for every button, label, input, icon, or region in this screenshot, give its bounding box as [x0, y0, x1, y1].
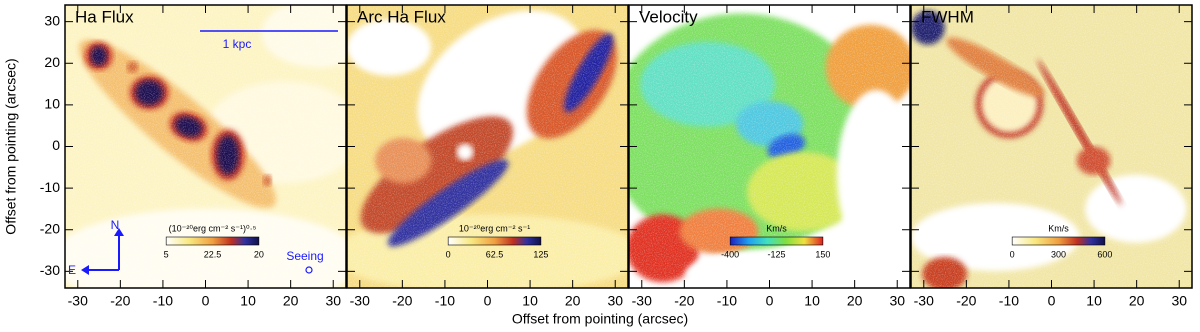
colorbar-tick-label: 22.5	[204, 249, 222, 259]
x-tick-label: -30	[632, 293, 652, 309]
colorbar-tick-label: 300	[1051, 249, 1066, 259]
y-tick-label: -10	[40, 179, 60, 195]
annotation: Seeing	[286, 249, 323, 263]
x-tick-label: 0	[766, 293, 774, 309]
panel-title: Velocity	[639, 7, 698, 26]
map	[911, 5, 1192, 288]
x-tick-label: 20	[283, 293, 299, 309]
colorbar-label: 10⁻²⁰erg cm⁻² s⁻¹	[459, 223, 530, 233]
x-tick-label: 0	[1048, 293, 1056, 309]
x-tick-label: 30	[889, 293, 905, 309]
x-tick-label: 0	[484, 293, 492, 309]
colorbar-tick-label: 0	[1010, 249, 1015, 259]
colorbar-label: Km/s	[1048, 223, 1069, 233]
colorbar	[447, 236, 542, 246]
x-tick-label: 10	[522, 293, 538, 309]
y-tick-label: -30	[40, 262, 60, 278]
colorbar-tick-label: 5	[164, 249, 169, 259]
colorbar	[729, 236, 824, 246]
arrow-head	[81, 265, 89, 275]
y-axis-label: Offset from pointing (arcsec)	[3, 58, 19, 234]
x-axis-label: Offset from pointing (arcsec)	[512, 311, 688, 327]
annotation: E	[68, 263, 76, 277]
speckle	[629, 5, 910, 288]
y-tick-label: -20	[40, 220, 60, 236]
x-tick-label: -30	[350, 293, 370, 309]
x-tick-label: -10	[153, 293, 173, 309]
y-tick-label: 20	[44, 54, 60, 70]
panel-title: Arc Ha Flux	[357, 7, 446, 26]
colorbar-label: Km/s	[766, 223, 787, 233]
x-tick-label: -30	[914, 293, 934, 309]
x-tick-label: -10	[435, 293, 455, 309]
arrow-head	[114, 228, 124, 236]
speckle	[347, 5, 628, 288]
panel-title: Ha Flux	[75, 7, 134, 26]
seeing-beam	[305, 266, 313, 274]
colorbar-tick-label: 20	[254, 249, 264, 259]
x-tick-label: -30	[68, 293, 88, 309]
y-tick-label: 30	[44, 12, 60, 28]
colorbar	[165, 236, 260, 246]
x-tick-label: -20	[956, 293, 976, 309]
colorbar-tick-label: 125	[533, 249, 548, 259]
x-tick-label: -10	[717, 293, 737, 309]
x-tick-label: 30	[607, 293, 623, 309]
x-tick-label: -20	[674, 293, 694, 309]
y-tick-label: 0	[52, 137, 60, 153]
map	[65, 5, 346, 288]
colorbar-tick-label: 150	[815, 249, 830, 259]
x-tick-label: 20	[847, 293, 863, 309]
y-tick-label: 10	[44, 96, 60, 112]
annotation: N	[111, 218, 120, 232]
x-tick-label: 20	[565, 293, 581, 309]
x-tick-label: 10	[240, 293, 256, 309]
panel-title: FWHM	[921, 7, 974, 26]
colorbar-label: (10⁻²⁰erg cm⁻² s⁻¹)⁰·⁵	[169, 223, 257, 233]
colorbar-tick-label: -400	[721, 249, 739, 259]
x-tick-label: 10	[804, 293, 820, 309]
annotation: 1 kpc	[223, 37, 252, 51]
colorbar-tick-label: -125	[768, 249, 786, 259]
x-tick-label: -20	[110, 293, 130, 309]
x-tick-label: 20	[1129, 293, 1145, 309]
colorbar-tick-label: 0	[446, 249, 451, 259]
x-tick-label: 30	[1171, 293, 1187, 309]
x-tick-label: 30	[325, 293, 341, 309]
speckle	[911, 5, 1192, 288]
x-tick-label: 0	[202, 293, 210, 309]
map	[629, 5, 910, 288]
speckle	[65, 5, 346, 288]
x-tick-label: 10	[1086, 293, 1102, 309]
colorbar-tick-label: 600	[1097, 249, 1112, 259]
x-tick-label: -20	[392, 293, 412, 309]
colorbar-tick-label: 62.5	[486, 249, 504, 259]
x-tick-label: -10	[999, 293, 1019, 309]
colorbar	[1011, 236, 1106, 246]
